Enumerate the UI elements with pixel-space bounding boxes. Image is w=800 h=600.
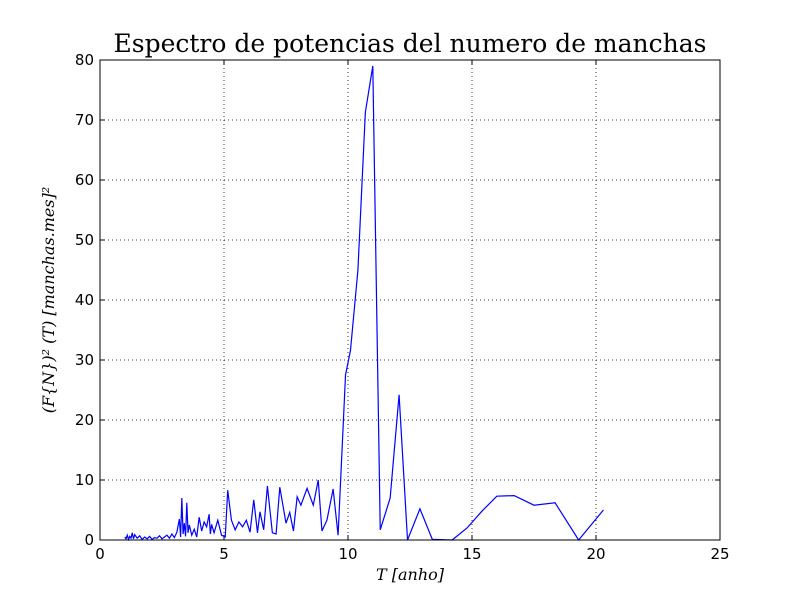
y-tick-label: 50 [75,231,94,249]
x-axis-label: T [anho] [376,565,445,584]
data-line [124,65,604,542]
x-tick-label: 20 [586,545,605,563]
y-tick-label: 30 [75,351,94,369]
chart-title: Espectro de potencias del numero de manc… [114,29,707,58]
x-tick-label: 0 [95,545,105,563]
y-tick-label: 10 [75,471,94,489]
y-tick-label: 20 [75,411,94,429]
y-tick-label: 40 [75,291,94,309]
x-tick-label: 5 [219,545,229,563]
x-tick-label: 10 [338,545,357,563]
y-tick-label: 80 [75,51,94,69]
y-tick-label: 60 [75,171,94,189]
axes-frame [99,59,721,541]
y-tick-label: 0 [84,531,94,549]
x-tick-label: 15 [462,545,481,563]
y-tick-label: 70 [75,111,94,129]
x-tick-label: 25 [710,545,729,563]
y-axis-label: (F{N})² (T) [manchas.mes]² [39,187,58,414]
